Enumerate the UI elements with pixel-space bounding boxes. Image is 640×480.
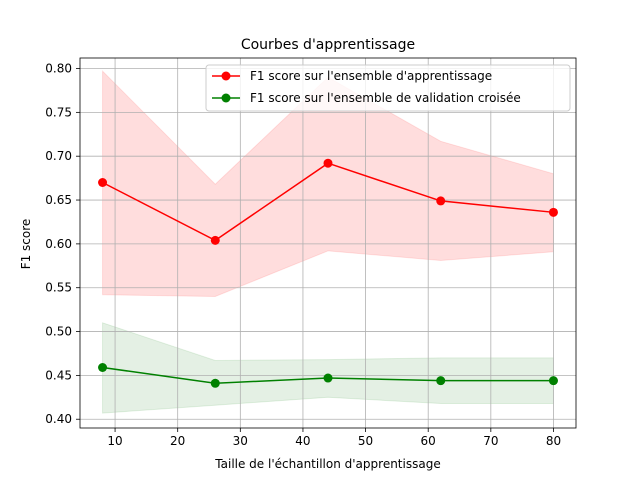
data-point-0-1 <box>210 235 220 245</box>
x-axis-ticks: 10 20 30 40 50 60 70 80 <box>107 428 561 448</box>
y-tick-label: 0.50 <box>45 325 72 339</box>
x-tick-label: 70 <box>483 434 498 448</box>
plot-area <box>79 57 577 429</box>
y-tick-label: 0.70 <box>45 149 72 163</box>
x-axis-label: Taille de l'échantillon d'apprentissage <box>214 457 440 471</box>
chart-title: Courbes d'apprentissage <box>241 37 415 53</box>
legend-entry-train: F1 score sur l'ensemble d'apprentissage <box>212 69 492 83</box>
legend-label-validation: F1 score sur l'ensemble de validation cr… <box>250 91 521 105</box>
x-tick-label: 60 <box>421 434 436 448</box>
legend-marker-train <box>221 71 231 81</box>
legend-label-train: F1 score sur l'ensemble d'apprentissage <box>250 69 492 83</box>
x-tick-label: 20 <box>170 434 185 448</box>
y-tick-label: 0.55 <box>45 281 72 295</box>
series-markers <box>98 158 558 388</box>
y-axis-ticks: 0.40 0.45 0.50 0.55 0.60 0.65 0.70 0.75 0.80 <box>45 62 80 426</box>
axes-frame <box>79 57 577 429</box>
data-point-1-1 <box>210 378 220 388</box>
grid-lines <box>80 58 576 428</box>
data-point-1-0 <box>98 363 108 373</box>
legend-entry-validation: F1 score sur l'ensemble de validation cr… <box>212 91 521 105</box>
data-point-0-0 <box>98 178 108 188</box>
legend: F1 score sur l'ensemble d'apprentissage … <box>205 64 571 112</box>
x-tick-label: 10 <box>107 434 122 448</box>
y-tick-label: 0.65 <box>45 193 72 207</box>
data-point-0-2 <box>323 158 333 168</box>
data-point-1-3 <box>436 376 446 386</box>
legend-marker-validation <box>221 93 231 103</box>
x-tick-label: 80 <box>546 434 561 448</box>
data-point-1-4 <box>548 376 558 386</box>
y-tick-label: 0.60 <box>45 237 72 251</box>
y-tick-label: 0.40 <box>45 412 72 426</box>
y-tick-label: 0.45 <box>45 368 72 382</box>
x-tick-label: 30 <box>233 434 248 448</box>
legend-box <box>205 64 571 112</box>
data-point-0-4 <box>548 207 558 217</box>
y-tick-label: 0.80 <box>45 62 72 76</box>
data-point-0-3 <box>436 196 446 206</box>
data-point-1-2 <box>323 373 333 383</box>
y-axis-label: F1 score <box>19 219 33 270</box>
x-tick-label: 50 <box>358 434 373 448</box>
x-tick-label: 40 <box>295 434 310 448</box>
y-tick-label: 0.75 <box>45 105 72 119</box>
